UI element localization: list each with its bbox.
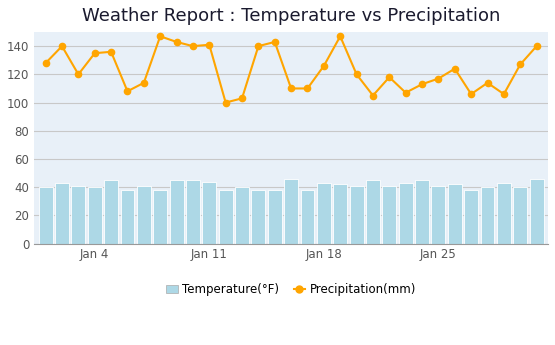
Bar bbox=[251, 190, 265, 244]
Bar bbox=[88, 187, 102, 244]
Bar bbox=[497, 183, 511, 244]
Legend: Temperature(°F), Precipitation(mm): Temperature(°F), Precipitation(mm) bbox=[161, 279, 421, 301]
Bar bbox=[464, 190, 478, 244]
Bar bbox=[120, 190, 134, 244]
Bar bbox=[284, 179, 298, 244]
Bar bbox=[382, 186, 396, 244]
Bar bbox=[186, 180, 200, 244]
Bar bbox=[529, 179, 543, 244]
Bar bbox=[219, 190, 233, 244]
Bar bbox=[55, 183, 69, 244]
Bar bbox=[481, 187, 495, 244]
Bar bbox=[333, 184, 347, 244]
Bar bbox=[398, 183, 412, 244]
Bar bbox=[350, 186, 364, 244]
Bar bbox=[137, 186, 151, 244]
Bar bbox=[513, 187, 527, 244]
Bar bbox=[39, 187, 53, 244]
Bar bbox=[448, 184, 462, 244]
Bar bbox=[300, 190, 315, 244]
Bar bbox=[431, 186, 445, 244]
Bar bbox=[170, 180, 184, 244]
Bar bbox=[72, 186, 85, 244]
Bar bbox=[415, 180, 429, 244]
Bar bbox=[366, 180, 380, 244]
Bar bbox=[203, 181, 216, 244]
Bar bbox=[235, 187, 249, 244]
Bar bbox=[104, 180, 118, 244]
Bar bbox=[268, 190, 282, 244]
Bar bbox=[153, 190, 167, 244]
Bar bbox=[317, 183, 331, 244]
Title: Weather Report : Temperature vs Precipitation: Weather Report : Temperature vs Precipit… bbox=[82, 7, 500, 25]
